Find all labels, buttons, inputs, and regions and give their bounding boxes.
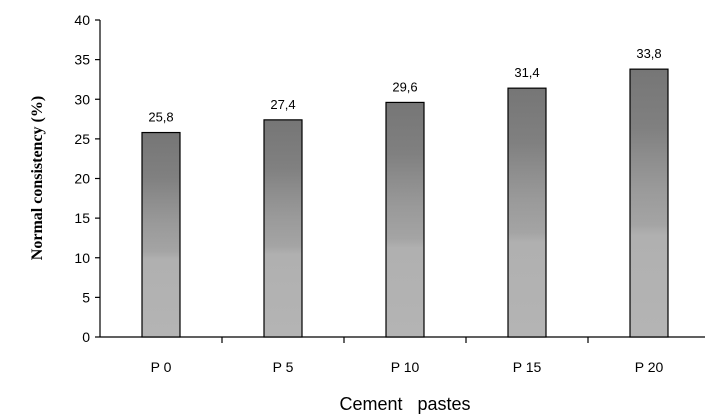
y-tick-label: 5: [82, 289, 90, 305]
bar-p5: [263, 119, 303, 338]
bar-p10: [385, 101, 425, 338]
x-tick-label: P 15: [513, 359, 542, 375]
bar-p20: [629, 68, 669, 338]
y-tick-label: 10: [74, 250, 90, 266]
y-axis: 0 5 10 15 20 25 30 35 40: [74, 12, 101, 345]
y-tick-label: 15: [74, 210, 90, 226]
x-tick-label: P 0: [151, 359, 172, 375]
y-axis-title: Normal consistency (%): [29, 96, 46, 260]
data-label: 29,6: [392, 79, 417, 94]
x-tick-label: P 10: [391, 359, 420, 375]
y-tick-label: 35: [74, 52, 90, 68]
y-tick-label: 25: [74, 131, 90, 147]
bars: [141, 68, 669, 338]
y-tick-label: 30: [74, 91, 90, 107]
x-tick-label: P 5: [273, 359, 294, 375]
y-tick-label: 40: [74, 12, 90, 28]
bar-p15: [507, 87, 547, 338]
x-axis: P 0 P 5 P 10 P 15 P 20: [100, 336, 705, 375]
y-ticks: 0 5 10 15 20 25 30 35 40: [74, 12, 100, 345]
x-ticks: P 0 P 5 P 10 P 15 P 20: [151, 337, 664, 375]
x-tick-label: P 20: [635, 359, 664, 375]
data-label: 33,8: [636, 46, 661, 61]
data-label: 25,8: [148, 110, 173, 125]
y-tick-label: 20: [74, 171, 90, 187]
bar-p0: [141, 131, 181, 338]
data-label: 27,4: [270, 97, 295, 112]
y-tick-label: 0: [82, 329, 90, 345]
data-labels: 25,8 27,4 29,6 31,4 33,8: [148, 46, 661, 124]
data-label: 31,4: [514, 65, 539, 80]
x-axis-title: Cement pastes: [339, 394, 470, 414]
